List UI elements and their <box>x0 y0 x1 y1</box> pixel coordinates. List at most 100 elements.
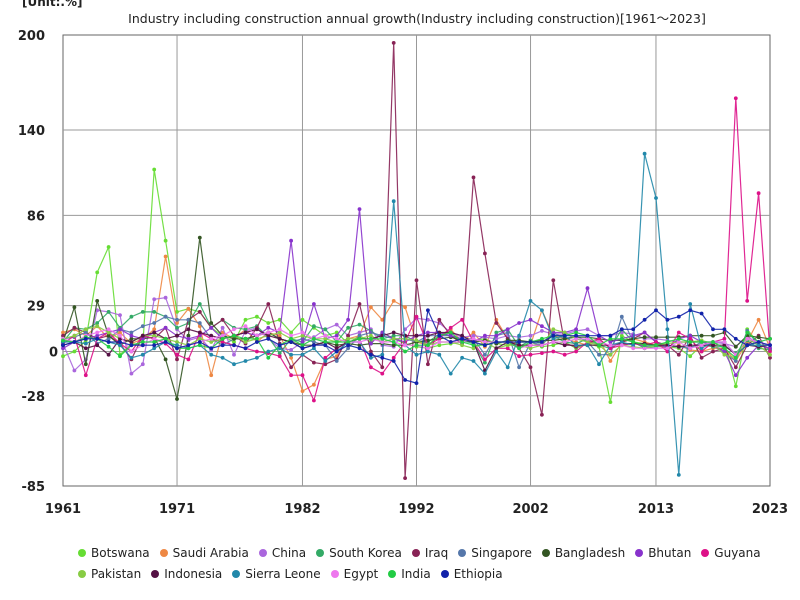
legend-item[interactable]: Saudi Arabia <box>159 546 249 560</box>
data-point <box>277 343 282 348</box>
data-point <box>460 333 464 338</box>
data-point <box>528 317 533 322</box>
legend-item[interactable]: Bhutan <box>635 546 691 560</box>
data-point <box>186 346 191 351</box>
data-point <box>471 346 476 351</box>
data-point <box>448 330 453 335</box>
legend-item[interactable]: Bangladesh <box>541 546 625 560</box>
data-point <box>562 352 567 357</box>
data-point <box>494 349 499 354</box>
data-point <box>61 346 65 351</box>
data-point <box>733 373 738 378</box>
data-point <box>334 340 339 344</box>
data-point <box>129 371 134 376</box>
legend-item[interactable]: Egypt <box>330 567 378 581</box>
data-point <box>197 330 202 335</box>
data-point <box>129 343 134 348</box>
data-point <box>597 336 601 341</box>
data-point <box>517 333 521 338</box>
legend-label: India <box>401 566 431 581</box>
data-point <box>585 327 590 332</box>
data-point <box>711 340 715 344</box>
data-point <box>163 325 168 330</box>
data-point <box>756 335 761 340</box>
legend-item[interactable]: India <box>388 566 431 581</box>
data-point <box>608 352 613 357</box>
data-point <box>722 327 727 332</box>
data-point <box>334 359 339 363</box>
legend-marker <box>159 548 168 557</box>
data-point <box>266 330 271 335</box>
data-point <box>312 302 316 306</box>
data-point <box>733 96 738 101</box>
legend-label: Bhutan <box>648 545 692 560</box>
data-point <box>346 336 350 341</box>
data-point <box>140 343 145 348</box>
data-point <box>688 308 693 313</box>
legend-item[interactable]: Iraq <box>411 546 448 560</box>
legend-label: Botswana <box>91 545 150 560</box>
legend-marker <box>541 548 550 557</box>
y-tick-label: -28 <box>22 390 46 405</box>
data-point <box>391 299 396 303</box>
data-point <box>426 343 430 348</box>
data-point <box>380 371 385 376</box>
data-point <box>574 327 578 332</box>
data-point <box>437 336 442 341</box>
data-point <box>574 343 578 348</box>
data-point <box>300 352 305 357</box>
data-point <box>699 349 704 354</box>
data-point <box>163 314 168 319</box>
data-point <box>483 343 487 348</box>
data-point <box>574 336 578 341</box>
legend-item[interactable]: Guyana <box>701 546 761 560</box>
legend-marker <box>411 548 420 557</box>
data-point <box>197 340 202 344</box>
legend-item[interactable]: Pakistan <box>78 567 141 581</box>
legend-item[interactable]: Ethiopia <box>440 567 503 581</box>
x-tick-label: 2013 <box>638 502 674 517</box>
data-point <box>346 317 350 322</box>
data-point <box>95 299 100 303</box>
data-point <box>95 321 100 325</box>
data-point <box>551 327 556 332</box>
data-point <box>312 346 316 351</box>
data-point <box>608 336 613 341</box>
legend-item[interactable]: Botswana <box>78 546 150 560</box>
data-point <box>426 308 430 313</box>
data-point <box>346 343 350 348</box>
legend-item[interactable]: South Korea <box>316 546 402 560</box>
unit-label: [Unit:.%] <box>22 0 83 9</box>
data-point <box>619 333 624 338</box>
data-point <box>494 340 499 344</box>
data-point <box>106 333 111 338</box>
data-point <box>186 357 191 362</box>
data-point <box>129 349 134 354</box>
data-point <box>391 330 396 335</box>
data-point <box>243 346 248 351</box>
data-point <box>517 321 521 325</box>
data-point <box>391 336 396 341</box>
data-point <box>220 343 225 348</box>
data-point <box>699 346 704 351</box>
data-point <box>391 340 396 344</box>
data-point <box>232 362 236 367</box>
data-point <box>106 344 111 349</box>
data-point <box>722 352 727 357</box>
legend-item[interactable]: Sierra Leone <box>232 567 321 581</box>
legend-item[interactable]: China <box>258 546 306 560</box>
legend-item[interactable]: Singapore <box>458 546 532 560</box>
data-point <box>483 371 487 376</box>
data-point <box>300 373 305 378</box>
data-point <box>220 317 225 322</box>
legend-marker <box>151 569 160 578</box>
data-point <box>380 365 385 370</box>
data-point <box>152 346 157 351</box>
legend-item[interactable]: Indonesia <box>151 567 222 581</box>
data-point <box>528 343 533 348</box>
data-point <box>654 346 658 351</box>
legend-row: Pakistan Indonesia Sierra Leone Egypt India E… <box>78 563 778 584</box>
data-point <box>585 343 590 348</box>
data-point <box>232 333 236 338</box>
data-point <box>289 355 293 360</box>
